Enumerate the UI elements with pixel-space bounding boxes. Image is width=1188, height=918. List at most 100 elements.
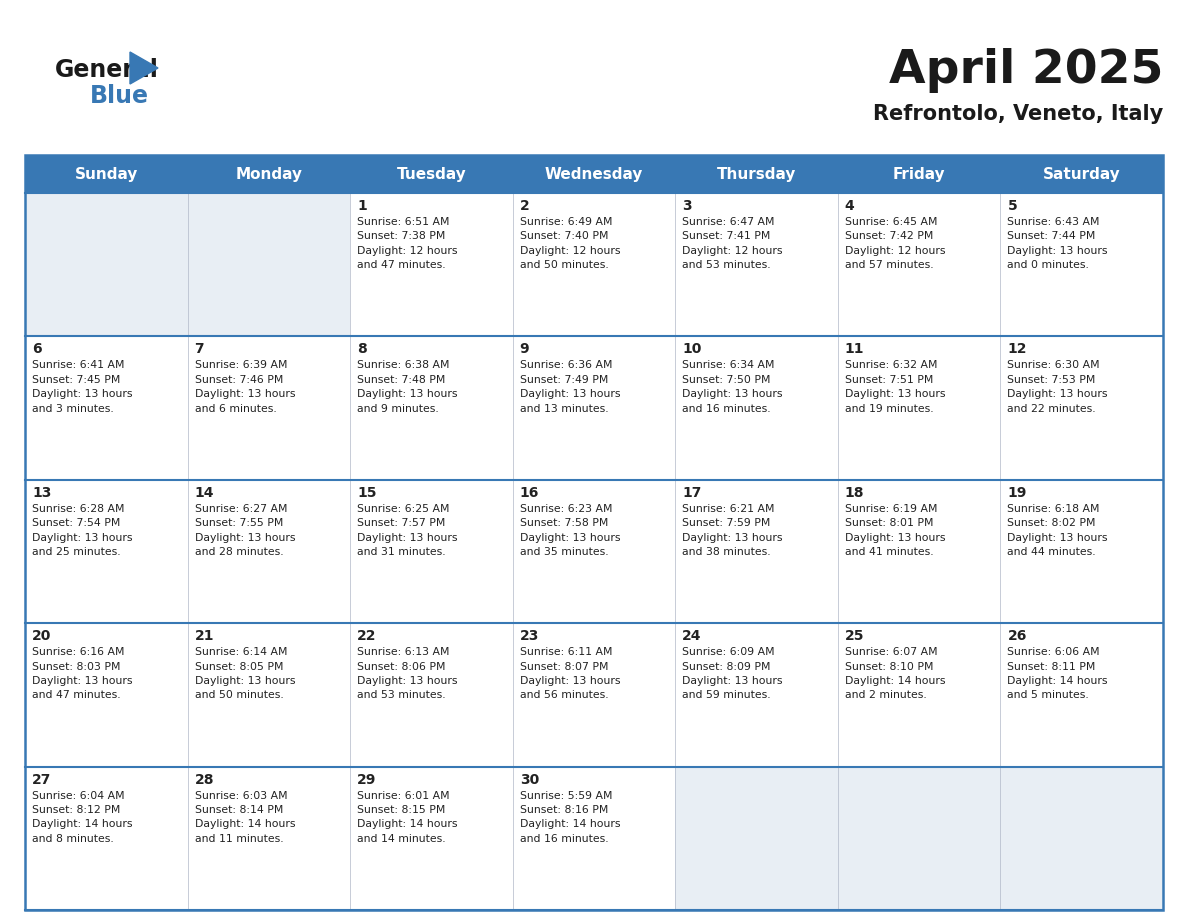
Bar — [838, 336, 1000, 480]
Bar — [675, 193, 838, 336]
Bar — [838, 480, 1000, 623]
Text: Sunrise: 6:30 AM
Sunset: 7:53 PM
Daylight: 13 hours
and 22 minutes.: Sunrise: 6:30 AM Sunset: 7:53 PM Dayligh… — [1007, 361, 1108, 414]
Text: Sunrise: 6:19 AM
Sunset: 8:01 PM
Daylight: 13 hours
and 41 minutes.: Sunrise: 6:19 AM Sunset: 8:01 PM Dayligh… — [845, 504, 946, 557]
Text: Sunrise: 6:38 AM
Sunset: 7:48 PM
Daylight: 13 hours
and 9 minutes.: Sunrise: 6:38 AM Sunset: 7:48 PM Dayligh… — [358, 361, 457, 414]
Text: 12: 12 — [1007, 342, 1026, 356]
Bar — [350, 623, 513, 767]
Text: Sunrise: 6:06 AM
Sunset: 8:11 PM
Daylight: 14 hours
and 5 minutes.: Sunrise: 6:06 AM Sunset: 8:11 PM Dayligh… — [1007, 647, 1108, 700]
Bar — [188, 336, 350, 480]
Text: 28: 28 — [195, 773, 214, 787]
Bar — [188, 767, 350, 910]
Bar — [350, 155, 513, 193]
Text: Sunrise: 6:03 AM
Sunset: 8:14 PM
Daylight: 14 hours
and 11 minutes.: Sunrise: 6:03 AM Sunset: 8:14 PM Dayligh… — [195, 790, 295, 844]
Bar — [513, 623, 675, 767]
Text: Sunrise: 6:45 AM
Sunset: 7:42 PM
Daylight: 12 hours
and 57 minutes.: Sunrise: 6:45 AM Sunset: 7:42 PM Dayligh… — [845, 217, 946, 270]
Text: Sunrise: 6:01 AM
Sunset: 8:15 PM
Daylight: 14 hours
and 14 minutes.: Sunrise: 6:01 AM Sunset: 8:15 PM Dayligh… — [358, 790, 457, 844]
Text: Refrontolo, Veneto, Italy: Refrontolo, Veneto, Italy — [873, 104, 1163, 124]
Text: 18: 18 — [845, 486, 865, 499]
Text: Sunrise: 6:11 AM
Sunset: 8:07 PM
Daylight: 13 hours
and 56 minutes.: Sunrise: 6:11 AM Sunset: 8:07 PM Dayligh… — [519, 647, 620, 700]
Text: Sunrise: 6:04 AM
Sunset: 8:12 PM
Daylight: 14 hours
and 8 minutes.: Sunrise: 6:04 AM Sunset: 8:12 PM Dayligh… — [32, 790, 133, 844]
Text: 24: 24 — [682, 629, 702, 644]
Text: Sunrise: 6:49 AM
Sunset: 7:40 PM
Daylight: 12 hours
and 50 minutes.: Sunrise: 6:49 AM Sunset: 7:40 PM Dayligh… — [519, 217, 620, 270]
Text: Sunday: Sunday — [75, 166, 138, 182]
Text: 16: 16 — [519, 486, 539, 499]
Text: Sunrise: 6:36 AM
Sunset: 7:49 PM
Daylight: 13 hours
and 13 minutes.: Sunrise: 6:36 AM Sunset: 7:49 PM Dayligh… — [519, 361, 620, 414]
Text: 17: 17 — [682, 486, 702, 499]
Bar — [1000, 623, 1163, 767]
Text: Sunrise: 6:32 AM
Sunset: 7:51 PM
Daylight: 13 hours
and 19 minutes.: Sunrise: 6:32 AM Sunset: 7:51 PM Dayligh… — [845, 361, 946, 414]
Bar — [350, 480, 513, 623]
Text: 15: 15 — [358, 486, 377, 499]
Text: Sunrise: 6:41 AM
Sunset: 7:45 PM
Daylight: 13 hours
and 3 minutes.: Sunrise: 6:41 AM Sunset: 7:45 PM Dayligh… — [32, 361, 133, 414]
Text: 3: 3 — [682, 199, 691, 213]
Text: 19: 19 — [1007, 486, 1026, 499]
Text: Monday: Monday — [235, 166, 303, 182]
Text: 22: 22 — [358, 629, 377, 644]
Bar — [350, 193, 513, 336]
Text: 5: 5 — [1007, 199, 1017, 213]
Text: 29: 29 — [358, 773, 377, 787]
Polygon shape — [129, 52, 158, 84]
Text: 13: 13 — [32, 486, 51, 499]
Bar — [513, 480, 675, 623]
Text: Wednesday: Wednesday — [545, 166, 643, 182]
Text: 10: 10 — [682, 342, 702, 356]
Bar — [25, 623, 188, 767]
Bar — [188, 623, 350, 767]
Text: 14: 14 — [195, 486, 214, 499]
Text: 7: 7 — [195, 342, 204, 356]
Bar — [513, 767, 675, 910]
Bar — [188, 193, 350, 336]
Text: 8: 8 — [358, 342, 367, 356]
Text: Blue: Blue — [90, 84, 148, 108]
Bar — [188, 480, 350, 623]
Text: Sunrise: 6:23 AM
Sunset: 7:58 PM
Daylight: 13 hours
and 35 minutes.: Sunrise: 6:23 AM Sunset: 7:58 PM Dayligh… — [519, 504, 620, 557]
Bar — [1000, 336, 1163, 480]
Text: Sunrise: 6:07 AM
Sunset: 8:10 PM
Daylight: 14 hours
and 2 minutes.: Sunrise: 6:07 AM Sunset: 8:10 PM Dayligh… — [845, 647, 946, 700]
Bar — [1000, 193, 1163, 336]
Bar — [1000, 155, 1163, 193]
Bar — [25, 155, 1163, 910]
Text: 21: 21 — [195, 629, 214, 644]
Text: Sunrise: 6:18 AM
Sunset: 8:02 PM
Daylight: 13 hours
and 44 minutes.: Sunrise: 6:18 AM Sunset: 8:02 PM Dayligh… — [1007, 504, 1108, 557]
Bar — [350, 767, 513, 910]
Text: Sunrise: 6:16 AM
Sunset: 8:03 PM
Daylight: 13 hours
and 47 minutes.: Sunrise: 6:16 AM Sunset: 8:03 PM Dayligh… — [32, 647, 133, 700]
Bar — [513, 336, 675, 480]
Text: 1: 1 — [358, 199, 367, 213]
Bar — [675, 336, 838, 480]
Bar — [838, 193, 1000, 336]
Text: 27: 27 — [32, 773, 51, 787]
Text: 26: 26 — [1007, 629, 1026, 644]
Text: Sunrise: 6:21 AM
Sunset: 7:59 PM
Daylight: 13 hours
and 38 minutes.: Sunrise: 6:21 AM Sunset: 7:59 PM Dayligh… — [682, 504, 783, 557]
Text: Sunrise: 6:09 AM
Sunset: 8:09 PM
Daylight: 13 hours
and 59 minutes.: Sunrise: 6:09 AM Sunset: 8:09 PM Dayligh… — [682, 647, 783, 700]
Text: Sunrise: 6:47 AM
Sunset: 7:41 PM
Daylight: 12 hours
and 53 minutes.: Sunrise: 6:47 AM Sunset: 7:41 PM Dayligh… — [682, 217, 783, 270]
Bar — [25, 767, 188, 910]
Bar — [675, 480, 838, 623]
Text: Sunrise: 6:43 AM
Sunset: 7:44 PM
Daylight: 13 hours
and 0 minutes.: Sunrise: 6:43 AM Sunset: 7:44 PM Dayligh… — [1007, 217, 1108, 270]
Bar — [838, 767, 1000, 910]
Bar — [350, 336, 513, 480]
Bar — [25, 193, 188, 336]
Text: 23: 23 — [519, 629, 539, 644]
Bar — [188, 155, 350, 193]
Text: 25: 25 — [845, 629, 865, 644]
Bar — [675, 155, 838, 193]
Text: 30: 30 — [519, 773, 539, 787]
Bar — [513, 193, 675, 336]
Text: Tuesday: Tuesday — [397, 166, 467, 182]
Text: Sunrise: 6:34 AM
Sunset: 7:50 PM
Daylight: 13 hours
and 16 minutes.: Sunrise: 6:34 AM Sunset: 7:50 PM Dayligh… — [682, 361, 783, 414]
Text: Friday: Friday — [893, 166, 946, 182]
Bar — [1000, 767, 1163, 910]
Text: Sunrise: 6:28 AM
Sunset: 7:54 PM
Daylight: 13 hours
and 25 minutes.: Sunrise: 6:28 AM Sunset: 7:54 PM Dayligh… — [32, 504, 133, 557]
Bar — [513, 155, 675, 193]
Bar — [25, 336, 188, 480]
Bar — [675, 767, 838, 910]
Text: Sunrise: 6:14 AM
Sunset: 8:05 PM
Daylight: 13 hours
and 50 minutes.: Sunrise: 6:14 AM Sunset: 8:05 PM Dayligh… — [195, 647, 295, 700]
Bar — [25, 155, 188, 193]
Bar — [1000, 480, 1163, 623]
Text: Sunrise: 6:51 AM
Sunset: 7:38 PM
Daylight: 12 hours
and 47 minutes.: Sunrise: 6:51 AM Sunset: 7:38 PM Dayligh… — [358, 217, 457, 270]
Text: 11: 11 — [845, 342, 865, 356]
Bar — [838, 623, 1000, 767]
Text: Saturday: Saturday — [1043, 166, 1120, 182]
Text: Sunrise: 6:13 AM
Sunset: 8:06 PM
Daylight: 13 hours
and 53 minutes.: Sunrise: 6:13 AM Sunset: 8:06 PM Dayligh… — [358, 647, 457, 700]
